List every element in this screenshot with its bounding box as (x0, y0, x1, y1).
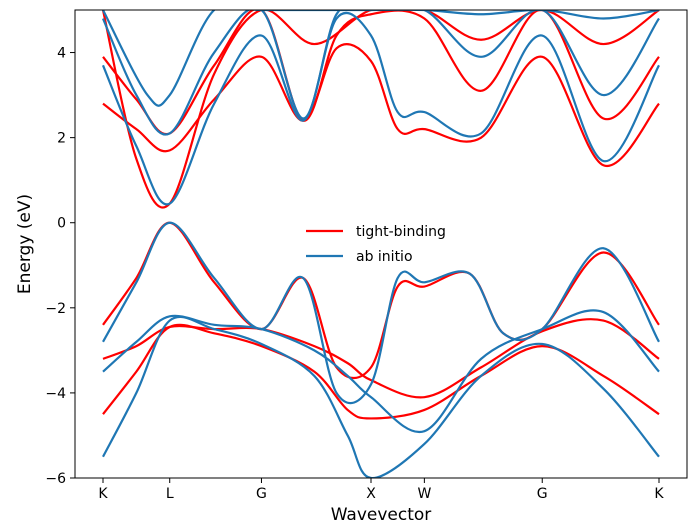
x-axis-title: Wavevector (331, 505, 432, 525)
ab-initio-band-4 (101, 11, 660, 206)
x-tick-label: X (366, 486, 376, 502)
x-tick-label: G (537, 486, 548, 502)
legend: tight-binding ab initio (306, 224, 446, 265)
ab-initio-band-3 (102, 221, 660, 405)
y-axis-title: Energy (eV) (15, 194, 35, 294)
tight-binding-band-3 (102, 221, 660, 380)
plot-frame (74, 9, 688, 479)
x-tick-label: K (98, 486, 108, 502)
x-tick-label: K (654, 486, 664, 502)
y-tick-label: −2 (45, 301, 66, 317)
ab-initio-band-2 (102, 309, 660, 434)
ab-initio-band-5 (101, 10, 660, 136)
y-axis: −6 −4 −2 0 2 4 (45, 46, 75, 487)
tight-binding-band-2 (102, 318, 660, 399)
x-tick-label: W (417, 486, 431, 502)
y-tick-label: 4 (57, 46, 66, 62)
bands-layer (101, 10, 660, 478)
y-tick-label: 2 (57, 131, 66, 147)
legend-label-ab-initio: ab initio (356, 249, 413, 265)
tight-binding-band-4 (102, 43, 660, 167)
legend-label-tight-binding: tight-binding (356, 224, 446, 240)
y-tick-label: −6 (45, 471, 66, 487)
y-tick-label: −4 (45, 386, 66, 402)
x-tick-label: G (256, 486, 267, 502)
x-tick-label: L (166, 486, 174, 502)
ab-initio-band-1 (102, 315, 660, 478)
y-tick-label: 0 (57, 216, 66, 232)
ab-initio-band-6 (102, 10, 660, 107)
